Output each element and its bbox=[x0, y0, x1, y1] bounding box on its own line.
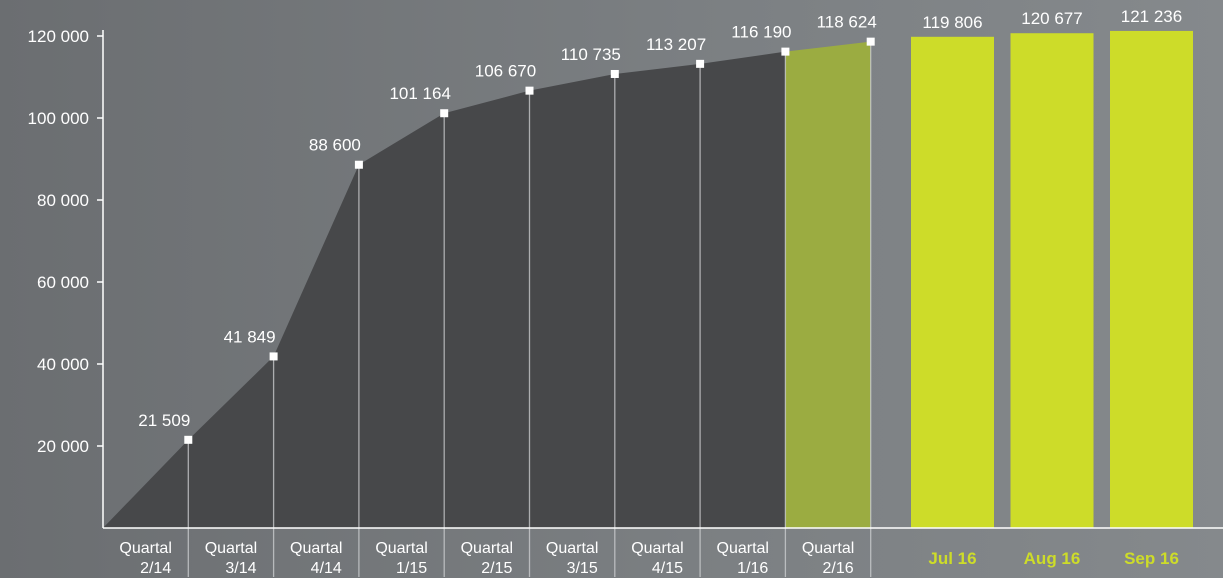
y-tick-label: 120 000 bbox=[28, 27, 89, 46]
x-category-label-line2: 1/15 bbox=[396, 560, 427, 577]
x-category-label-line1: Quartal bbox=[546, 540, 598, 557]
y-tick-label: 40 000 bbox=[37, 355, 89, 374]
x-category-label-line2: 3/15 bbox=[567, 560, 598, 577]
data-point-value-label: 106 670 bbox=[475, 62, 536, 81]
y-tick-label: 20 000 bbox=[37, 437, 89, 456]
monthly-bar-value-label: 119 806 bbox=[922, 13, 982, 32]
data-point-value-label: 88 600 bbox=[309, 136, 361, 155]
x-category-label-line1: Quartal bbox=[375, 540, 427, 557]
monthly-bar-value-label: 121 236 bbox=[1121, 7, 1182, 26]
y-tick-label: 60 000 bbox=[37, 273, 89, 292]
monthly-bar-value-label: 120 677 bbox=[1021, 9, 1082, 28]
data-point-value-label: 116 190 bbox=[731, 23, 791, 42]
y-tick-label: 80 000 bbox=[37, 191, 89, 210]
x-category-label-line1: Quartal bbox=[631, 540, 683, 557]
monthly-bar-category-label: Sep 16 bbox=[1124, 549, 1179, 568]
data-point-value-label: 110 735 bbox=[561, 45, 621, 64]
monthly-bar-category-label: Jul 16 bbox=[928, 549, 976, 568]
data-point-marker bbox=[525, 86, 534, 95]
monthly-bar bbox=[1110, 30, 1193, 528]
x-category-label-line1: Quartal bbox=[119, 540, 171, 557]
x-category-label-line1: Quartal bbox=[461, 540, 513, 557]
bars-layer bbox=[911, 30, 1193, 528]
data-point-value-label: 118 624 bbox=[817, 13, 877, 32]
x-category-label-line2: 1/16 bbox=[737, 560, 768, 577]
data-point-marker bbox=[269, 352, 278, 361]
area-layer bbox=[103, 41, 871, 528]
data-point-value-label: 41 849 bbox=[224, 327, 276, 346]
x-category-label-line2: 2/15 bbox=[481, 560, 512, 577]
monthly-bar bbox=[1010, 33, 1094, 528]
labels-layer: 119 806 Jul 16 120 677 Aug 16 121 236 Sep 16 2… bbox=[28, 7, 1183, 577]
x-category-label-line2: 2/16 bbox=[822, 560, 853, 577]
y-tick-label: 100 000 bbox=[28, 109, 89, 128]
area-highlight-segment bbox=[785, 41, 871, 528]
data-point-value-label: 21 509 bbox=[138, 411, 190, 430]
x-category-label-line1: Quartal bbox=[205, 540, 257, 557]
data-point-marker bbox=[696, 59, 705, 68]
x-category-label-line1: Quartal bbox=[717, 540, 769, 557]
data-point-marker bbox=[610, 69, 619, 78]
data-point-marker bbox=[866, 37, 875, 46]
monthly-bar-category-label: Aug 16 bbox=[1024, 549, 1081, 568]
x-category-label-line1: Quartal bbox=[802, 540, 854, 557]
axes-layer bbox=[97, 30, 1223, 577]
monthly-bar bbox=[911, 36, 994, 528]
data-point-marker bbox=[354, 160, 363, 169]
x-category-label-line2: 4/15 bbox=[652, 560, 683, 577]
x-category-label-line1: Quartal bbox=[290, 540, 342, 557]
data-point-value-label: 101 164 bbox=[389, 84, 450, 103]
markers-layer bbox=[184, 37, 875, 444]
x-category-label-line2: 4/14 bbox=[311, 560, 342, 577]
data-point-marker bbox=[440, 109, 449, 118]
data-point-marker bbox=[781, 47, 790, 56]
data-point-marker bbox=[184, 435, 193, 444]
x-category-label-line2: 3/14 bbox=[225, 560, 256, 577]
x-category-label-line2: 2/14 bbox=[140, 560, 171, 577]
data-point-value-label: 113 207 bbox=[646, 35, 706, 54]
